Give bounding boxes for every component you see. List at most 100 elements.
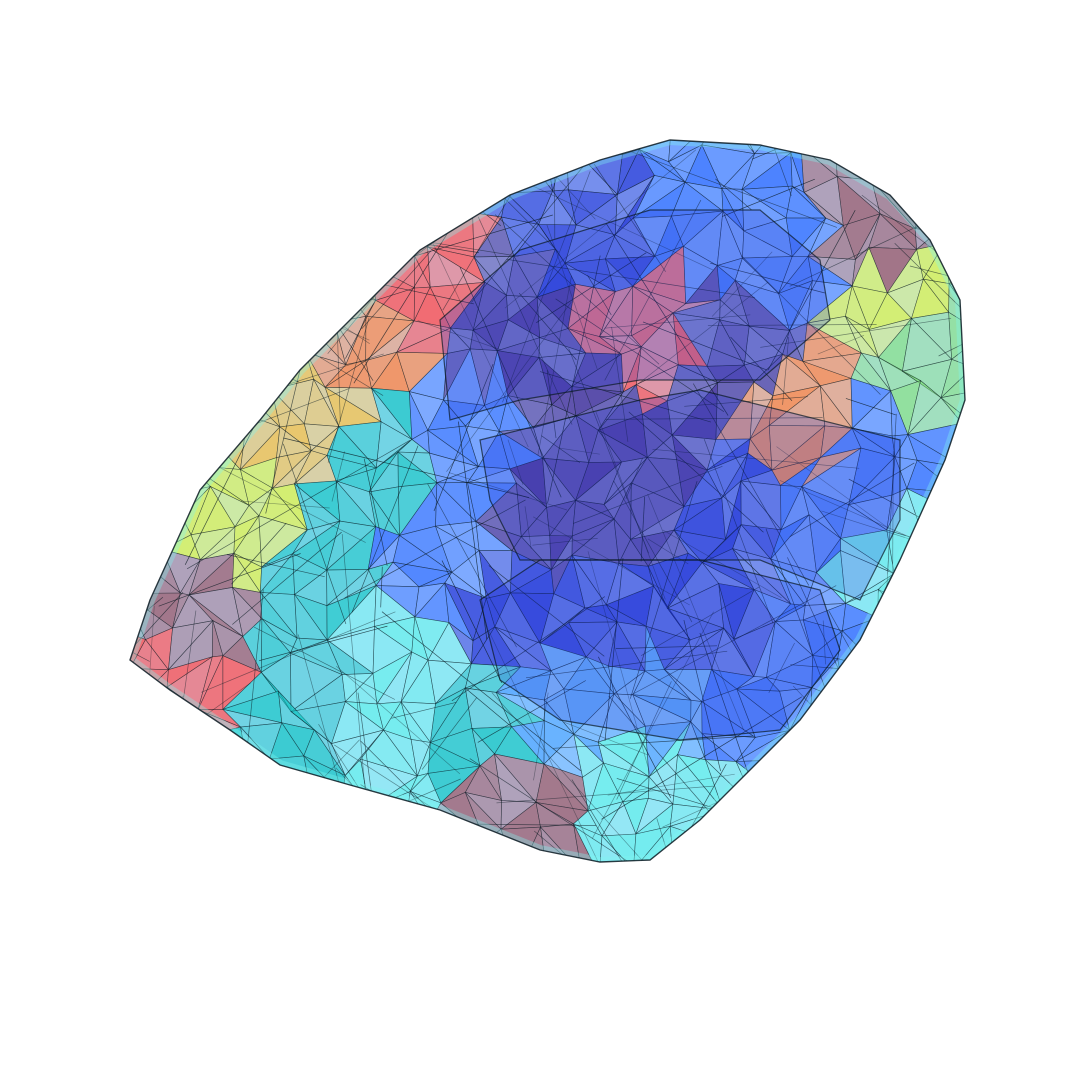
mesh-edge — [572, 465, 723, 524]
mesh-edge — [553, 735, 754, 749]
mesh-edge — [683, 620, 721, 772]
mesh-edge — [417, 320, 502, 351]
mesh-edge — [845, 398, 896, 416]
mesh-edge — [341, 534, 366, 789]
mesh-edge — [730, 336, 793, 401]
mesh-edge — [361, 250, 432, 330]
mesh-edge — [539, 371, 711, 423]
mesh-edge — [275, 353, 384, 389]
mesh-edge — [593, 163, 666, 272]
mesh-edge — [532, 537, 598, 546]
mesh-edge — [259, 625, 388, 662]
mesh-facet — [598, 835, 635, 862]
mesh-edge — [458, 421, 488, 640]
mesh-edge — [351, 445, 419, 613]
mesh-edge — [642, 321, 768, 371]
mesh-edge — [422, 220, 529, 448]
mesh-edge — [541, 435, 581, 463]
mesh-edge — [345, 299, 377, 359]
mesh-edge — [625, 457, 644, 500]
mesh-edge — [611, 326, 629, 442]
mesh-edge — [587, 275, 612, 316]
mesh-edge — [591, 611, 714, 839]
mesh-edge — [344, 499, 526, 599]
mesh-edge — [459, 267, 562, 498]
mesh-edge — [477, 680, 586, 743]
mesh-edge — [201, 611, 396, 693]
mesh-edges — [130, 140, 965, 862]
mesh-edge — [606, 763, 727, 862]
mesh-edge — [232, 531, 342, 625]
mesh-edge — [441, 560, 503, 684]
mesh-edge — [768, 642, 795, 693]
mesh-edge — [502, 171, 591, 403]
mesh-edge — [427, 483, 517, 648]
mesh-edge — [637, 281, 769, 385]
mesh-facet — [573, 823, 600, 862]
mesh-edge — [363, 458, 388, 566]
mesh-edge — [616, 778, 713, 808]
mesh-edge — [595, 411, 666, 600]
mesh-edge — [821, 510, 910, 540]
mesh-edge — [640, 586, 760, 657]
mesh-edge — [334, 744, 448, 818]
mesh-edge — [380, 566, 383, 608]
mesh-edge — [715, 178, 752, 211]
mesh-edge — [231, 522, 287, 585]
mesh-edge — [546, 370, 557, 439]
mesh-edge — [563, 721, 648, 756]
mesh-edge — [601, 696, 802, 820]
mesh-edge — [628, 411, 764, 533]
mesh-edge — [186, 439, 411, 570]
mesh-edge — [938, 336, 965, 357]
mesh-edge — [488, 630, 601, 862]
mesh-edge — [558, 447, 600, 455]
mesh-edge — [597, 656, 672, 798]
mesh-edge — [381, 611, 582, 772]
mesh-edge — [491, 692, 648, 862]
mesh-edge — [533, 692, 549, 781]
inner-shell — [479, 559, 841, 741]
mesh-edge — [662, 529, 782, 599]
mesh-edge — [536, 252, 647, 323]
mesh-edge — [606, 142, 838, 228]
mesh-edge — [496, 785, 714, 804]
mesh-edge — [409, 214, 553, 258]
mesh-edge — [494, 214, 660, 365]
mesh-edge — [158, 553, 301, 607]
inner-shell — [479, 389, 901, 601]
mesh-edge — [335, 665, 461, 775]
mesh-edge — [444, 140, 596, 220]
mesh-edge — [568, 348, 649, 554]
mesh-edge — [537, 275, 572, 456]
mesh-edge — [282, 443, 347, 625]
mesh-edge — [652, 448, 860, 469]
mesh-edge — [130, 591, 184, 779]
mesh-edge — [703, 438, 774, 624]
mesh-edge — [630, 585, 837, 696]
mesh-edge — [894, 243, 965, 421]
mesh-edge — [433, 363, 494, 512]
mesh-edge — [707, 324, 877, 327]
mesh-edge — [789, 462, 915, 538]
mesh-edge — [317, 739, 360, 785]
mesh-edge — [327, 317, 370, 463]
mesh-edge — [253, 626, 396, 700]
mesh-edge — [571, 779, 654, 862]
mesh-edge — [240, 500, 330, 509]
mesh-edge — [822, 620, 826, 665]
mesh-edge — [506, 258, 755, 299]
mesh-edge — [782, 336, 790, 405]
mesh-edge — [613, 480, 693, 623]
mesh-edge — [605, 417, 823, 420]
mesh-edge — [331, 451, 345, 502]
mesh-outline — [129, 139, 966, 863]
mesh-edge — [518, 292, 577, 361]
mesh-edge — [477, 216, 573, 425]
mesh-edge — [507, 439, 524, 486]
mesh-edge — [471, 163, 586, 303]
mesh-edge — [605, 223, 729, 416]
mesh-edge — [615, 645, 718, 649]
mesh-edge — [504, 149, 697, 309]
